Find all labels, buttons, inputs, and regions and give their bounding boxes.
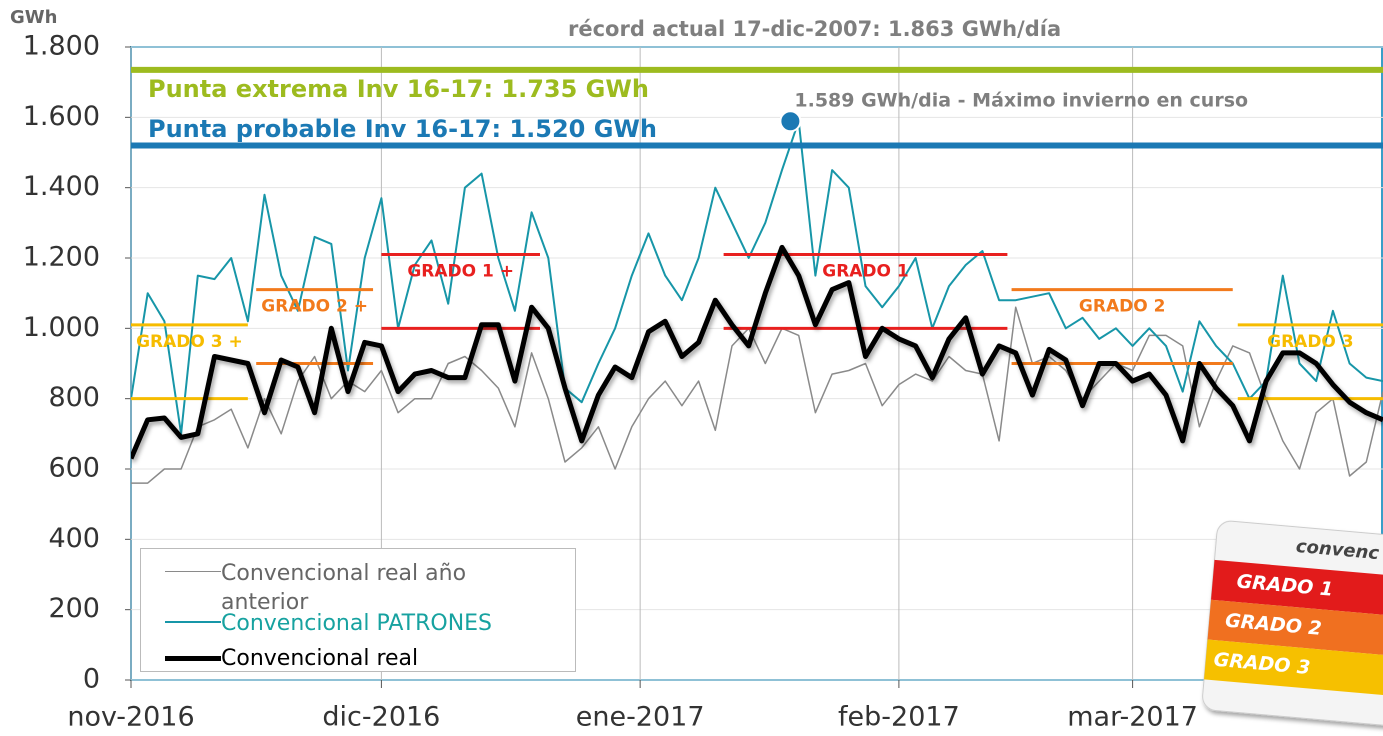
band-label: GRADO 2 <box>1079 297 1166 317</box>
y-tick-label: 400 <box>48 523 100 554</box>
x-tick-label: feb-2017 <box>838 702 960 733</box>
y-tick-label: 200 <box>48 593 100 624</box>
legend-label: Convencional PATRONES <box>221 611 493 636</box>
y-tick-label: 1.200 <box>23 242 100 273</box>
legend-item: Convencional real año anterior <box>165 559 541 617</box>
series-line <box>131 119 1383 435</box>
legend-label: Convencional real año anterior <box>221 561 467 615</box>
legend: Convencional real año anterior Convencion… <box>140 548 576 672</box>
legend-item: Convencional real <box>165 644 541 673</box>
y-tick-label: 600 <box>48 453 100 484</box>
band-label: GRADO 3 + <box>136 332 243 352</box>
x-tick-label: mar-2017 <box>1067 702 1198 733</box>
annotation: 1.589 GWh/dia - Máximo invierno en curso <box>794 90 1248 112</box>
badge-stripe <box>1204 639 1383 698</box>
legend-label: Convencional real <box>221 646 419 671</box>
legend-swatch <box>165 621 221 623</box>
y-axis-label: GWh <box>10 7 57 28</box>
legend-swatch <box>165 656 221 661</box>
badge: convenc GRADO 1 GRADO 2 GRADO 3 <box>1202 520 1383 727</box>
band-label: GRADO 1 <box>822 261 909 281</box>
max-marker <box>779 110 802 133</box>
y-tick-label: 800 <box>48 382 100 413</box>
y-tick-label: 1.000 <box>23 312 100 343</box>
reference-label: Punta probable Inv 16-17: 1.520 GWh <box>148 115 657 143</box>
legend-swatch <box>165 571 221 572</box>
x-tick-label: nov-2016 <box>67 702 194 733</box>
badge-stripe <box>1207 599 1383 658</box>
band-label: GRADO 1 + <box>407 261 514 281</box>
x-tick-label: dic-2016 <box>322 702 440 733</box>
y-tick-label: 1.400 <box>23 171 100 202</box>
y-tick-label: 1.600 <box>23 101 100 132</box>
legend-item: Convencional PATRONES <box>165 609 541 638</box>
series-line <box>131 244 1383 460</box>
reference-label: Punta extrema Inv 16-17: 1.735 GWh <box>148 75 649 103</box>
series-line <box>131 306 1383 484</box>
chart-title: récord actual 17-dic-2007: 1.863 GWh/día <box>568 17 1061 41</box>
x-tick-label: ene-2017 <box>576 702 705 733</box>
y-tick-label: 1.800 <box>23 31 100 62</box>
band-label: GRADO 3 <box>1267 332 1354 352</box>
band-label: GRADO 2 + <box>261 297 368 317</box>
badge-stripe <box>1211 559 1383 618</box>
y-tick-label: 0 <box>83 664 100 695</box>
